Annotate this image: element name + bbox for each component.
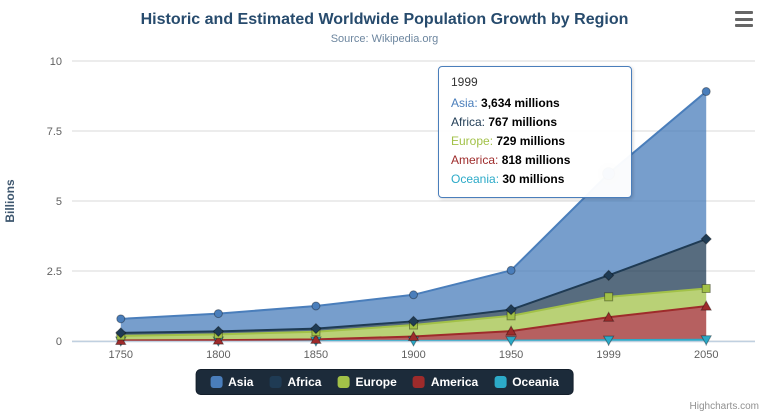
legend-item-asia[interactable]: Asia	[210, 375, 253, 389]
chart-title: Historic and Estimated Worldwide Populat…	[140, 11, 629, 28]
legend: Asia Africa Europe America Oceania	[195, 369, 574, 395]
point-marker[interactable]	[700, 335, 713, 346]
x-axis-label: 1900	[401, 349, 425, 361]
legend-swatch	[337, 376, 350, 388]
point-marker[interactable]	[602, 311, 615, 322]
point-marker[interactable]	[701, 284, 711, 293]
point-marker[interactable]	[602, 269, 615, 282]
x-axis-label: 1950	[499, 349, 523, 361]
legend-item-africa[interactable]: Africa	[269, 375, 321, 389]
tooltip-series-value: 30 millions	[502, 172, 565, 186]
point-marker[interactable]	[506, 265, 516, 275]
point-marker[interactable]	[310, 322, 322, 335]
point-marker[interactable]	[407, 330, 420, 341]
y-axis-label: 0	[56, 336, 62, 348]
area-africa	[120, 239, 707, 336]
point-marker[interactable]	[700, 300, 713, 311]
y-axis-label: 10	[50, 56, 62, 68]
tooltip-series-name: Europe:	[451, 134, 497, 148]
x-axis-label: 1999	[596, 349, 620, 361]
point-marker[interactable]	[505, 336, 517, 347]
tooltip-series-value: 818 millions	[501, 153, 571, 167]
y-axis-label: 7.5	[47, 126, 62, 138]
credits-link[interactable]: Highcharts.com	[689, 401, 759, 412]
point-marker[interactable]	[213, 309, 223, 319]
hamburger-icon	[735, 11, 753, 14]
x-axis-label: 1750	[109, 349, 133, 361]
y-axis-label: 5	[56, 196, 62, 208]
y-axis-title: Billions	[3, 179, 17, 223]
legend-item-europe[interactable]: Europe	[337, 375, 397, 389]
point-marker[interactable]	[310, 333, 322, 344]
legend-swatch	[494, 376, 507, 388]
tooltip-header: 1999	[451, 75, 478, 89]
x-axis-label: 1800	[206, 349, 230, 361]
legend-label: Asia	[228, 375, 254, 389]
x-axis-label: 2050	[694, 349, 718, 361]
tooltip-row: Oceania: 30 millions	[451, 170, 619, 189]
legend-item-oceania[interactable]: Oceania	[494, 375, 559, 389]
tooltip-series-value: 767 millions	[488, 115, 558, 129]
point-marker[interactable]	[604, 292, 614, 302]
point-marker[interactable]	[409, 290, 418, 300]
point-marker[interactable]	[114, 334, 127, 345]
point-marker[interactable]	[212, 334, 225, 345]
tooltip-series-name: Africa:	[451, 115, 489, 129]
tooltip-rows: Asia: 3,634 millions Africa: 767 millions…	[451, 94, 619, 189]
tooltip-series-name: Oceania:	[451, 172, 503, 186]
point-marker[interactable]	[505, 303, 517, 316]
y-axis-label: 2.5	[47, 266, 62, 278]
tooltip-series-name: America:	[451, 153, 502, 167]
legend-label: Africa	[287, 375, 322, 389]
area-asia	[120, 91, 707, 333]
tooltip-series-name: Asia:	[451, 96, 482, 110]
tooltip-row: Europe: 729 millions	[451, 132, 619, 151]
tooltip-row: Africa: 767 millions	[451, 113, 619, 132]
point-marker[interactable]	[602, 335, 615, 347]
legend-item-america[interactable]: America	[412, 375, 479, 389]
point-marker[interactable]	[701, 87, 711, 97]
export-menu-button[interactable]	[735, 10, 755, 28]
point-marker[interactable]	[212, 325, 225, 338]
point-marker[interactable]	[700, 233, 712, 245]
point-marker[interactable]	[115, 327, 127, 339]
point-marker[interactable]	[505, 325, 517, 336]
tooltip-series-value: 729 millions	[496, 134, 566, 148]
tooltip-row: Asia: 3,634 millions	[451, 94, 619, 113]
legend-label: Oceania	[512, 375, 559, 389]
tooltip-series-value: 3,634 millions	[481, 96, 560, 110]
point-marker[interactable]	[311, 301, 321, 311]
legend-label: Europe	[355, 375, 397, 389]
x-axis-label: 1850	[304, 349, 328, 361]
area-america	[120, 306, 707, 341]
legend-label: America	[430, 375, 479, 389]
legend-swatch	[412, 376, 425, 388]
tooltip-row: America: 818 millions	[451, 151, 619, 170]
tooltip: 1999 Asia: 3,634 millions Africa: 767 mil…	[438, 66, 632, 198]
point-marker[interactable]	[407, 315, 420, 328]
chart-subtitle: Source: Wikipedia.org	[330, 33, 439, 45]
legend-swatch	[269, 376, 282, 388]
point-marker[interactable]	[116, 314, 126, 324]
legend-swatch	[210, 376, 223, 388]
